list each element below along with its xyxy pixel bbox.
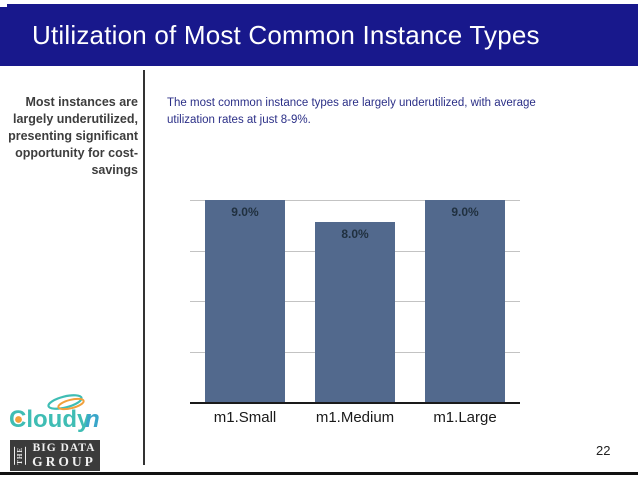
slide-header: Utilization of Most Common Instance Type… [0,4,638,66]
bar-chart-plot: 9.0% 8.0% 9.0% [190,200,520,404]
bar-m1.Large: 9.0% [425,200,505,402]
big-data-group-logo: THE BIG DATA GROUP [10,440,100,471]
gridline [190,200,520,201]
bottom-rule [0,472,638,475]
bdg-line2: GROUP [32,454,96,469]
x-axis-label: m1.Small [213,409,277,426]
cloudyn-swoosh-teal-icon [47,394,83,410]
cloudyn-c-dot-icon [15,416,22,423]
page-number: 22 [596,443,611,458]
cloudyn-wordmark-n: n [85,406,100,433]
bdg-wordmark: BIG DATA GROUP [28,442,100,469]
bar-value-label: 9.0% [451,205,479,219]
corner-notch [0,0,7,7]
bar-m1.Small: 9.0% [204,200,285,402]
x-axis-label: m1.Large [433,409,497,426]
x-axis-label: m1.Medium [315,409,395,426]
bar-value-label: 8.0% [341,227,369,242]
bar-m1.Medium: 8.0% [315,222,395,402]
slide-title: Utilization of Most Common Instance Type… [32,19,540,50]
cloudyn-logo: Cloudy n [9,394,100,433]
cloudyn-wordmark: Cloudy [9,406,91,433]
vertical-divider [143,70,145,465]
cloudyn-swoosh-orange-icon [57,397,85,411]
summary-text: The most common instance types are large… [167,97,536,126]
bar-value-label: 9.0% [231,205,259,219]
bdg-the-label: THE [14,446,26,465]
bar-chart-x-labels: m1.Small m1.Medium m1.Large [190,409,520,429]
bdg-line1: BIG DATA [32,442,96,454]
sidebar-callout: Most instances are largely underutilized… [8,95,138,177]
